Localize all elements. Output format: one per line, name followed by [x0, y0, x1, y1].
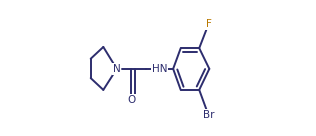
Text: N: N	[113, 64, 121, 74]
Text: Br: Br	[203, 110, 214, 120]
Text: F: F	[205, 19, 211, 29]
Text: O: O	[127, 95, 135, 105]
Text: HN: HN	[152, 64, 167, 74]
